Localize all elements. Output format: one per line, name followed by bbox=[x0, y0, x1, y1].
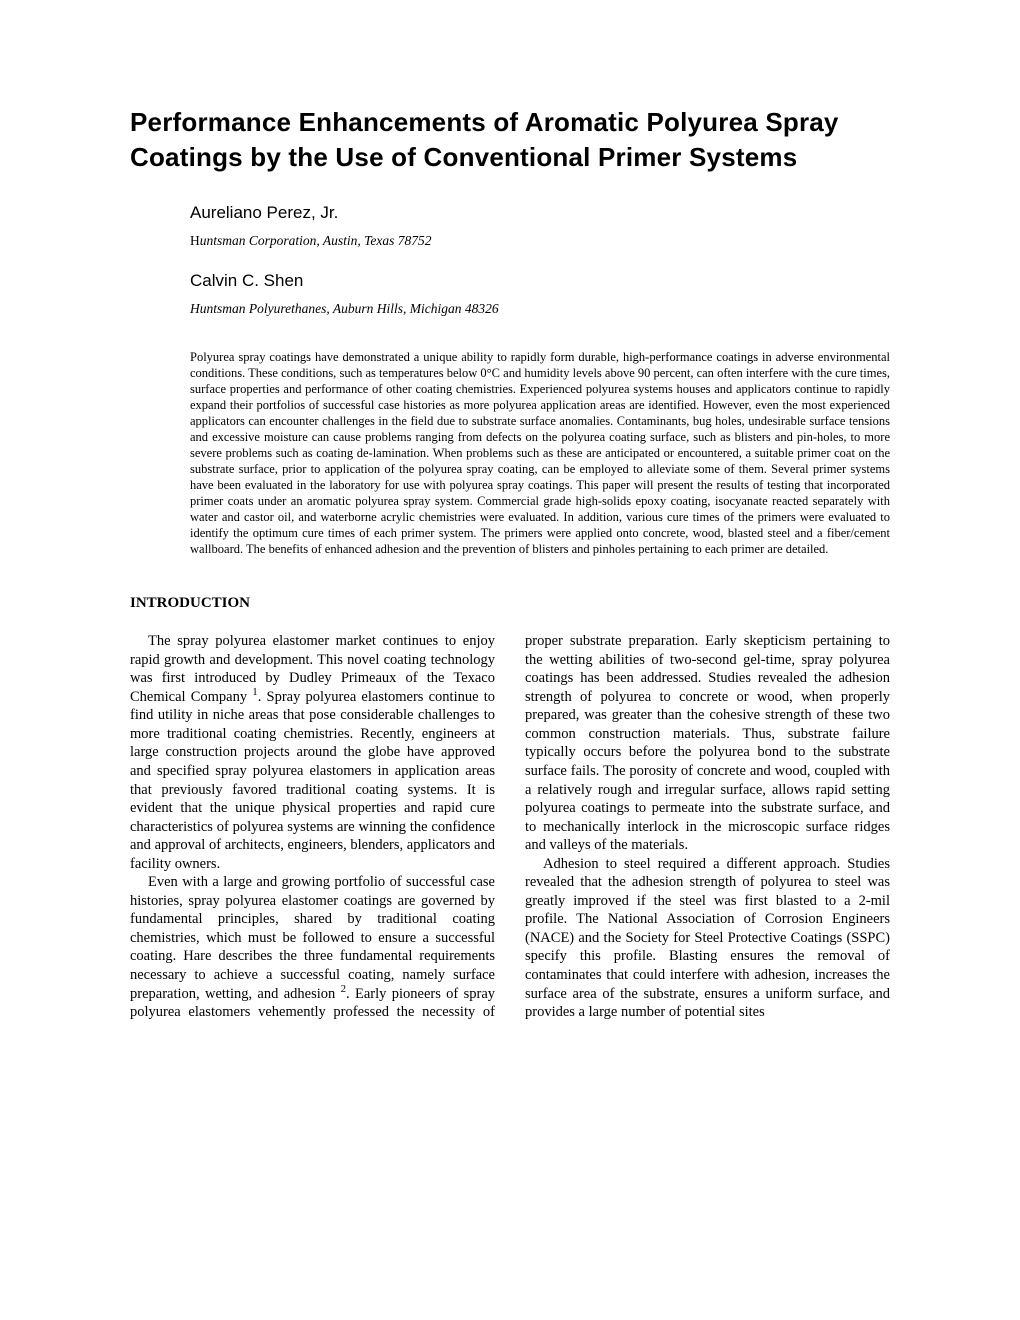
p1-text-b: . Spray polyurea elastomers continue to … bbox=[130, 689, 495, 872]
authors-block: Aureliano Perez, Jr. Huntsman Corporatio… bbox=[130, 203, 890, 317]
author-name-1: Aureliano Perez, Jr. bbox=[190, 203, 890, 223]
affiliation-italic-2: Huntsman Polyurethanes, Auburn Hills, Mi… bbox=[190, 301, 499, 316]
body-paragraph-1: The spray polyurea elastomer market cont… bbox=[130, 632, 495, 873]
author-name-2: Calvin C. Shen bbox=[190, 271, 890, 291]
body-paragraph-3: Adhesion to steel required a different a… bbox=[525, 855, 890, 1022]
section-heading-introduction: INTRODUCTION bbox=[130, 595, 890, 612]
author-affiliation-1: Huntsman Corporation, Austin, Texas 7875… bbox=[190, 233, 890, 249]
body-two-column: The spray polyurea elastomer market cont… bbox=[130, 632, 890, 1021]
affiliation-italic-1: untsman Corporation, Austin, Texas 78752 bbox=[200, 233, 432, 248]
paper-title: Performance Enhancements of Aromatic Pol… bbox=[130, 105, 890, 175]
author-affiliation-2: Huntsman Polyurethanes, Auburn Hills, Mi… bbox=[190, 301, 890, 317]
page-container: Performance Enhancements of Aromatic Pol… bbox=[0, 0, 1020, 1320]
affiliation-prefix-1: H bbox=[190, 233, 200, 248]
p2-text-a: Even with a large and growing portfolio … bbox=[130, 874, 495, 1001]
abstract-text: Polyurea spray coatings have demonstrate… bbox=[130, 349, 890, 557]
